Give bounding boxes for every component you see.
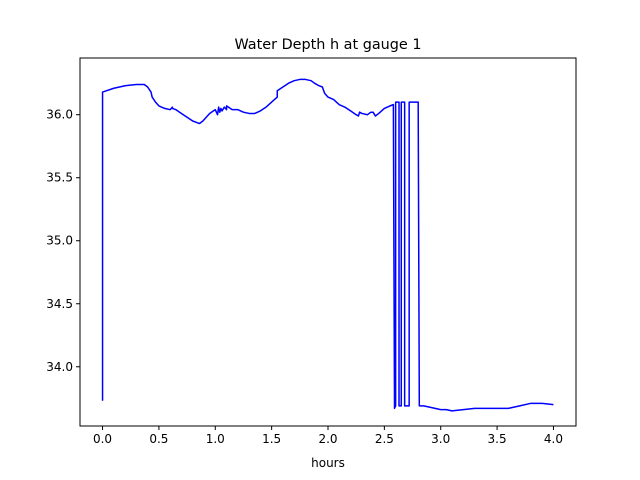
y-tick-label: 34.0	[46, 360, 73, 374]
series-layer	[101, 78, 554, 412]
x-tick-label: 0.0	[93, 432, 112, 446]
x-axis-label: hours	[311, 456, 345, 470]
x-tick-label: 3.5	[488, 432, 507, 446]
x-tick-label: 1.0	[206, 432, 225, 446]
chart-title: Water Depth h at gauge 1	[234, 37, 421, 53]
x-tick-label: 3.0	[431, 432, 450, 446]
y-tick-label: 35.0	[46, 234, 73, 248]
x-tick-label: 0.5	[149, 432, 168, 446]
y-tick-label: 34.5	[46, 297, 73, 311]
series-line-0	[101, 78, 554, 412]
x-axis: 0.0 0.5 1.0 1.5 2.0 2.5 3.0 3.5 4.0	[93, 426, 563, 446]
x-tick-label: 2.5	[375, 432, 394, 446]
y-tick-label: 36.0	[46, 108, 73, 122]
x-tick-label: 1.5	[262, 432, 281, 446]
y-axis: 34.0 34.5 35.0 35.5 36.0	[46, 108, 80, 374]
x-tick-label: 2.0	[318, 432, 337, 446]
x-tick-label: 4.0	[544, 432, 563, 446]
y-tick-label: 35.5	[46, 171, 73, 185]
